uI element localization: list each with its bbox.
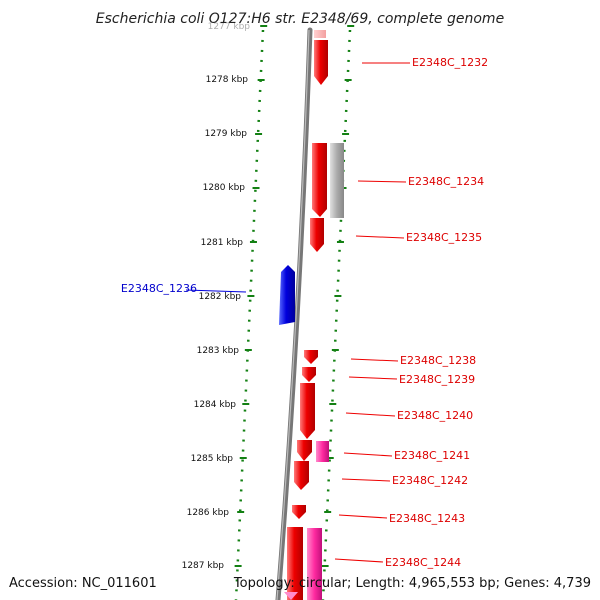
label-leaders bbox=[185, 62, 410, 563]
topology-text: Topology: circular; Length: 4,965,553 bp… bbox=[233, 576, 591, 591]
ruler-track-left bbox=[234, 29, 265, 600]
gene-arrow-E2348C_1238[interactable] bbox=[304, 350, 318, 364]
gene-arrow-pink-bottom[interactable] bbox=[284, 592, 298, 600]
ruler-labels: 1277 kbp 1278 kbp 1279 kbp 1280 kbp 1281… bbox=[182, 22, 251, 571]
gene-arrow-E2348C_1243[interactable] bbox=[292, 505, 306, 519]
gene-arrow-E2348C_1232[interactable] bbox=[314, 40, 328, 85]
gene-label-E2348C_1240[interactable]: E2348C_1240 bbox=[397, 409, 473, 422]
gene-label-E2348C_1238[interactable]: E2348C_1238 bbox=[400, 354, 476, 367]
ruler-label-1287: 1287 kbp bbox=[182, 561, 225, 571]
gene-label-E2348C_1243[interactable]: E2348C_1243 bbox=[389, 512, 465, 525]
gene-label-E2348C_1236[interactable]: E2348C_1236 bbox=[121, 282, 197, 295]
gene-label-E2348C_1234[interactable]: E2348C_1234 bbox=[408, 175, 484, 188]
gene-arrow-E2348C_1235[interactable] bbox=[310, 218, 324, 252]
gene-arrow-pseudo-grey[interactable] bbox=[330, 143, 344, 218]
gene-arrow-E2348C_1241[interactable] bbox=[297, 440, 312, 461]
genome-backbone bbox=[275, 27, 313, 600]
ruler-label-1283: 1283 kbp bbox=[197, 346, 240, 356]
gene-label-E2348C_1244[interactable]: E2348C_1244 bbox=[385, 556, 461, 569]
gene-label-E2348C_1235[interactable]: E2348C_1235 bbox=[406, 231, 482, 244]
ruler-ticks-right bbox=[321, 25, 355, 567]
gene-arrow-E2348C_1236[interactable] bbox=[279, 265, 295, 325]
gene-arrow-E2348C_1240[interactable] bbox=[300, 383, 315, 439]
gene-label-E2348C_1241[interactable]: E2348C_1241 bbox=[394, 449, 470, 462]
accession-text: Accession: NC_011601 bbox=[9, 576, 157, 591]
gene-arrow-E2348C_1244[interactable] bbox=[287, 527, 303, 600]
ruler-label-1282: 1282 kbp bbox=[199, 292, 242, 302]
ruler-label-1281: 1281 kbp bbox=[201, 238, 244, 248]
ruler-ticks-left bbox=[234, 25, 268, 567]
ruler-label-1277: 1277 kbp bbox=[208, 22, 251, 32]
gene-label-E2348C_1232[interactable]: E2348C_1232 bbox=[412, 56, 488, 69]
gene-arrow-E2348C_1234[interactable] bbox=[312, 143, 327, 217]
gene-label-E2348C_1239[interactable]: E2348C_1239 bbox=[399, 373, 475, 386]
ruler-label-1286: 1286 kbp bbox=[187, 508, 230, 518]
ruler-label-1278: 1278 kbp bbox=[206, 75, 249, 85]
map-title: Escherichia coli O127:H6 str. E2348/69, … bbox=[96, 11, 504, 27]
gene-label-E2348C_1242[interactable]: E2348C_1242 bbox=[392, 474, 468, 487]
gene-partial-top[interactable] bbox=[314, 30, 326, 38]
ruler-label-1279: 1279 kbp bbox=[205, 129, 248, 139]
ruler-track-right bbox=[321, 29, 352, 600]
gene-arrow-pink-1244[interactable] bbox=[307, 528, 322, 600]
gene-arrow-E2348C_1239[interactable] bbox=[302, 367, 316, 382]
gene-arrow-pink-1241[interactable] bbox=[316, 441, 329, 462]
gene-labels: E2348C_1232 E2348C_1234 E2348C_1235 E234… bbox=[121, 56, 488, 569]
gene-arrow-E2348C_1242[interactable] bbox=[294, 461, 309, 490]
ruler-label-1284: 1284 kbp bbox=[194, 400, 237, 410]
ruler-label-1285: 1285 kbp bbox=[191, 454, 234, 464]
ruler-label-1280: 1280 kbp bbox=[203, 183, 246, 193]
